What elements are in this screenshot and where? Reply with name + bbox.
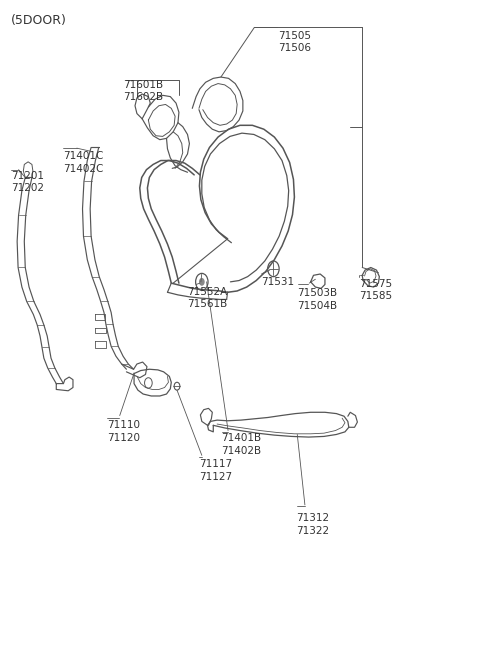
Text: 71531: 71531 <box>262 276 295 287</box>
Text: 71312
71322: 71312 71322 <box>296 514 329 536</box>
Text: 71503B
71504B: 71503B 71504B <box>297 288 337 310</box>
Text: 71505
71506: 71505 71506 <box>278 31 311 53</box>
Text: 71401C
71402C: 71401C 71402C <box>63 151 104 174</box>
Text: 71401B
71402B: 71401B 71402B <box>221 433 261 456</box>
Text: 71110
71120: 71110 71120 <box>108 420 140 443</box>
Text: 71201
71202: 71201 71202 <box>11 171 44 193</box>
Text: 71601B
71602B: 71601B 71602B <box>123 80 163 102</box>
Text: 71552A
71561B: 71552A 71561B <box>188 287 228 309</box>
Text: (5DOOR): (5DOOR) <box>11 14 67 28</box>
Circle shape <box>199 278 204 286</box>
Text: 71117
71127: 71117 71127 <box>199 459 233 481</box>
Text: 71575
71585: 71575 71585 <box>360 278 393 301</box>
